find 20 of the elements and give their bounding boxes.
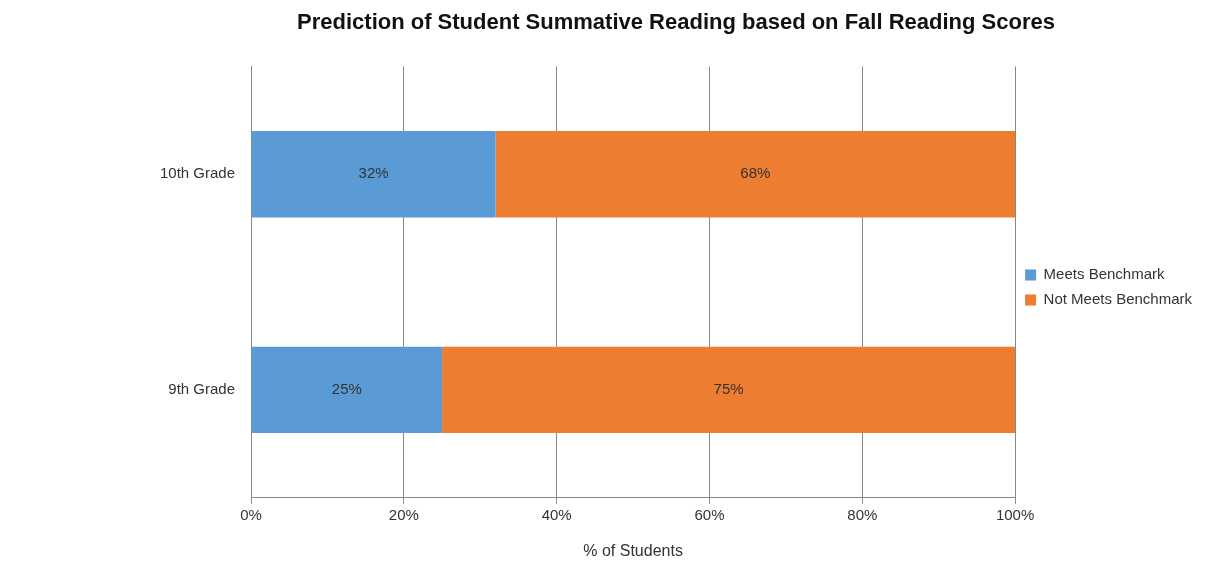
data-label: 32% bbox=[358, 164, 389, 182]
legend-label: Not Meets Benchmark bbox=[1043, 290, 1193, 308]
chart-title: Prediction of Student Summative Reading based on Fall Reading Scores bbox=[297, 9, 1055, 35]
legend-label: Meets Benchmark bbox=[1043, 265, 1165, 283]
data-label: 25% bbox=[331, 380, 362, 398]
x-axis-title: % of Students bbox=[583, 541, 683, 559]
y-tick-label: 10th Grade bbox=[159, 164, 236, 182]
data-label: 75% bbox=[713, 380, 744, 398]
data-label: 68% bbox=[740, 164, 771, 182]
bar bbox=[442, 346, 1016, 434]
x-tick-label: 40% bbox=[541, 505, 572, 523]
bar bbox=[251, 131, 496, 218]
y-tick-label: 9th Grade bbox=[168, 380, 236, 398]
x-tick-label: 20% bbox=[388, 505, 419, 523]
bar bbox=[495, 131, 1016, 218]
x-tick-label: 80% bbox=[847, 505, 878, 523]
x-tick-label: 0% bbox=[240, 505, 262, 523]
x-tick-label: 60% bbox=[694, 505, 725, 523]
bar bbox=[251, 346, 443, 434]
x-tick-label: 100% bbox=[995, 505, 1035, 523]
